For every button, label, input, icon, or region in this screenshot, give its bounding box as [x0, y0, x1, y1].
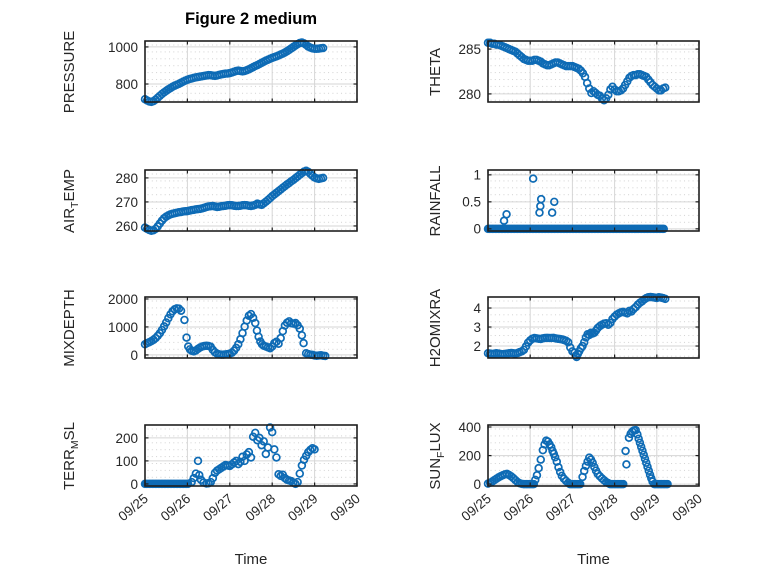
plot-area-rainfall: 00.51: [462, 168, 700, 237]
y-axis-label-pressure: PRESSURE: [61, 30, 78, 113]
svg-text:800: 800: [115, 77, 138, 92]
plot-area-theta: 280 285: [458, 38, 700, 105]
figure-title: Figure 2 medium: [184, 10, 318, 28]
svg-text:09/30: 09/30: [327, 491, 363, 524]
axes-box: [144, 424, 358, 487]
y-tick-labels: 280 285: [458, 42, 481, 102]
svg-text:09/27: 09/27: [543, 491, 579, 524]
tick-marks: [144, 297, 358, 358]
y-tick-labels: 00.51: [462, 168, 481, 237]
plot-area-h2omixra: 2 3 4: [473, 292, 700, 362]
axes-box: [144, 40, 358, 103]
plot-area-air_temp: 260 270 280: [115, 166, 358, 236]
y-axis-label-h2omixra: H2OMIXRA: [427, 288, 444, 367]
tick-marks: [144, 425, 358, 486]
svg-text:2: 2: [473, 339, 481, 354]
data-points: [483, 174, 669, 234]
y-tick-labels: 0 1000 2000: [108, 292, 138, 363]
svg-text:09/30: 09/30: [669, 491, 705, 524]
axes-box: [487, 169, 700, 232]
svg-text:3: 3: [473, 320, 481, 335]
y-tick-labels: 2 3 4: [473, 301, 481, 354]
svg-text:260: 260: [115, 219, 138, 234]
tick-marks: [144, 170, 358, 231]
tick-marks: [487, 425, 700, 486]
svg-text:09/26: 09/26: [501, 491, 537, 524]
grid-minor: [488, 170, 699, 231]
svg-text:09/29: 09/29: [285, 491, 321, 524]
plot-area-terr_msl: 0 100 200 09/25 09/26 09/27 09/28 09/29 09/30: [115, 423, 363, 524]
svg-text:09/25: 09/25: [115, 491, 151, 524]
y-tick-labels: 0 100 200: [115, 431, 138, 492]
y-axis-label-theta: THETA: [427, 47, 444, 96]
svg-text:280: 280: [458, 87, 481, 102]
svg-text:200: 200: [115, 431, 138, 446]
data-points: [483, 292, 670, 362]
y-tick-labels: 800 1000: [108, 40, 138, 92]
x-axis-label-left: Time: [234, 551, 268, 568]
svg-text:09/28: 09/28: [585, 491, 621, 524]
data-points: [140, 423, 319, 489]
axes-box: [487, 40, 700, 103]
tick-marks: [144, 41, 358, 102]
svg-text:09/29: 09/29: [627, 491, 663, 524]
tick-marks: [487, 170, 700, 231]
y-axis-label-rainfall: RAINFALL: [427, 165, 444, 236]
plot-area-mixdepth: 0 1000 2000: [108, 292, 358, 363]
svg-text:200: 200: [458, 448, 481, 463]
svg-text:09/26: 09/26: [158, 491, 194, 524]
plot-area-sun_flux: 0 200 400 09/25 09/26 09/27 09/28 09/29 09/30: [458, 420, 705, 524]
data-points: [140, 38, 328, 107]
y-axis-label-sun_flux: SUNFLUX: [427, 421, 447, 490]
x-axis-label-right: Time: [577, 551, 610, 568]
y-tick-labels: 260 270 280: [115, 171, 138, 234]
y-tick-labels: 0 200 400: [458, 420, 481, 492]
svg-text:270: 270: [115, 195, 138, 210]
svg-text:0: 0: [130, 477, 138, 492]
svg-text:100: 100: [115, 454, 138, 469]
svg-text:09/27: 09/27: [200, 491, 236, 524]
data-points: [483, 425, 672, 489]
data-points: [140, 166, 328, 236]
y-axis-label-mixdepth: MIXDEPTH: [61, 288, 78, 367]
x-tick-labels: 09/25 09/26 09/27 09/28 09/29 09/30: [115, 491, 363, 524]
svg-text:1: 1: [473, 168, 481, 183]
tick-marks: [487, 297, 700, 358]
svg-text:09/25: 09/25: [458, 491, 494, 524]
svg-text:09/28: 09/28: [243, 491, 279, 524]
svg-text:285: 285: [458, 42, 481, 57]
data-points: [483, 38, 670, 105]
svg-text:0: 0: [130, 348, 138, 363]
svg-text:0: 0: [473, 477, 481, 492]
svg-text:280: 280: [115, 171, 138, 186]
data-points: [140, 304, 330, 361]
svg-text:4: 4: [473, 301, 481, 316]
y-axis-label-terr_msl: TERRMSL: [61, 421, 81, 490]
svg-text:1000: 1000: [108, 40, 138, 55]
axes-box: [144, 169, 358, 232]
svg-text:0: 0: [473, 222, 481, 237]
grid-minor: [145, 170, 357, 231]
svg-text:1000: 1000: [108, 320, 138, 335]
svg-text:400: 400: [458, 420, 481, 435]
x-tick-labels: 09/25 09/26 09/27 09/28 09/29 09/30: [458, 491, 705, 524]
svg-text:0.5: 0.5: [462, 195, 481, 210]
plot-area-pressure: 800 1000: [108, 38, 358, 107]
y-axis-label-air_temp: AIRTEMP: [61, 168, 81, 233]
tick-marks: [487, 41, 700, 102]
svg-text:2000: 2000: [108, 292, 138, 307]
